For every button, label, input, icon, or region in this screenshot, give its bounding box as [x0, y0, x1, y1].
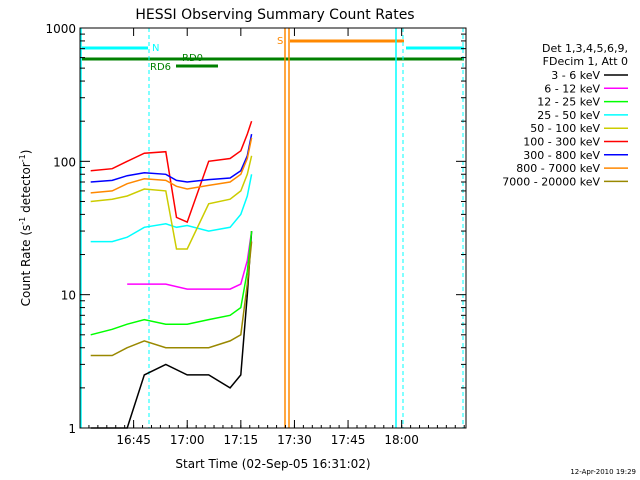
legend: Det 1,3,4,5,6,9, FDecim 1, Att 0 3 - 6 k… [502, 42, 628, 188]
legend-entry-label: 50 - 100 keV [530, 122, 600, 135]
y-tick-label: 1 [68, 422, 76, 436]
y-tick-label: 100 [53, 155, 76, 169]
plot-frame [79, 27, 467, 429]
legend-entry-label: 7000 - 20000 keV [502, 175, 600, 188]
legend-header-line2: FDecim 1, Att 0 [543, 55, 628, 68]
x-axis-label: Start Time (02-Sep-05 16:31:02) [175, 457, 370, 471]
y-tick-label: 10 [61, 289, 76, 303]
event-lines [80, 28, 464, 428]
x-axis: 16:45 17:00 17:15 17:30 17:45 18:00 [79, 28, 465, 447]
series-line-3 [90, 174, 253, 243]
x-tick-label: 17:30 [277, 433, 312, 447]
x-tick-label: 17:15 [224, 433, 259, 447]
series-line-8 [90, 241, 253, 357]
y-axis: 1 10 100 1000 [45, 22, 466, 436]
chart-title: HESSI Observing Summary Count Rates [135, 7, 414, 23]
x-tick-label: 18:00 [384, 433, 419, 447]
flag-s-label: S [277, 36, 283, 47]
flags: N RD0 RD6 S [82, 36, 464, 73]
series-line-1 [127, 230, 253, 290]
legend-entry-label: 6 - 12 keV [544, 82, 600, 95]
legend-entry-label: 300 - 800 keV [523, 149, 600, 162]
x-tick-label: 16:45 [116, 433, 151, 447]
footer-timestamp: 12-Apr-2010 19:29 [570, 468, 636, 476]
legend-entry-label: 800 - 7000 keV [516, 162, 600, 175]
flag-rd6-label: RD6 [150, 62, 171, 73]
flag-n-label: N [152, 43, 159, 54]
series-line-7 [90, 137, 253, 194]
series-line-2 [90, 231, 253, 336]
legend-entry-label: 25 - 50 keV [537, 109, 600, 122]
y-tick-label: 1000 [45, 22, 76, 36]
series-line-6 [90, 133, 253, 183]
flag-rd0-label: RD0 [182, 53, 203, 64]
legend-header-line1: Det 1,3,4,5,6,9, [542, 42, 628, 55]
series-line-5 [90, 120, 253, 224]
y-axis-label: Count Rate (s-1 detector-1) [18, 150, 33, 307]
series-line-0 [90, 231, 253, 429]
series-line-4 [90, 155, 253, 250]
x-tick-label: 17:45 [331, 433, 366, 447]
legend-entry-label: 3 - 6 keV [551, 69, 600, 82]
legend-entry-label: 100 - 300 keV [523, 136, 600, 149]
x-tick-label: 17:00 [170, 433, 205, 447]
series-layer [90, 120, 253, 429]
legend-entry-label: 12 - 25 keV [537, 96, 600, 109]
